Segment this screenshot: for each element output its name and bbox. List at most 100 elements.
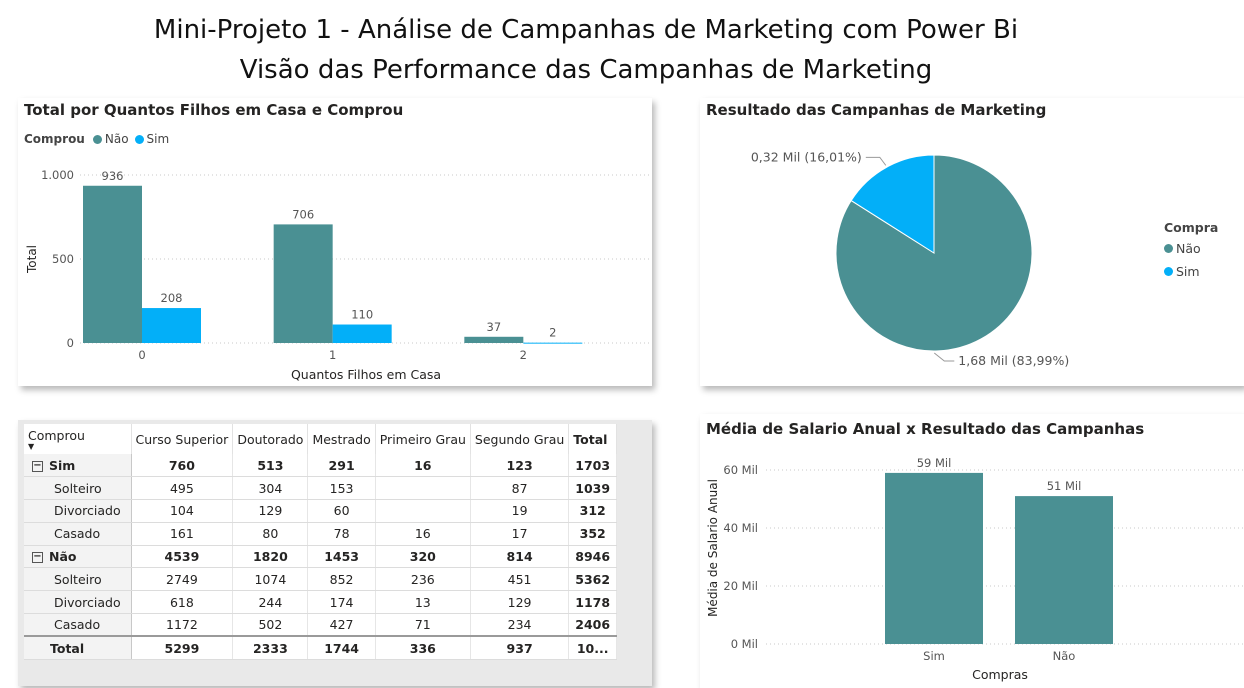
matrix-cell: 129 [470, 590, 570, 615]
education-matrix[interactable]: Comprou ▼ Curso Superior Doutorado Mestr… [24, 424, 618, 660]
children-bar-chart[interactable]: 0 500 1.000 Total Quantos Filhos em Casa 936 2… [18, 98, 652, 386]
data-label: 706 [292, 207, 314, 221]
children-chart-legend: Comprou Não Sim [24, 132, 169, 146]
collapse-icon[interactable]: − [32, 459, 43, 472]
matrix-cell: 291 [307, 454, 376, 478]
matrix-corner-header[interactable]: Comprou ▼ [24, 424, 132, 454]
data-label: 110 [351, 308, 373, 322]
matrix-row-label: Solteiro [54, 480, 102, 496]
matrix-cell: 1744 [307, 635, 376, 660]
matrix-cell: 495 [131, 476, 234, 501]
matrix-cell: 312 [568, 499, 618, 523]
matrix-cell: 2333 [232, 635, 309, 660]
matrix-row-label: Casado [54, 617, 101, 633]
pie-legend-dot-sim [1164, 267, 1173, 276]
bar-sim[interactable] [332, 324, 392, 343]
education-matrix-card[interactable]: Comprou ▼ Curso Superior Doutorado Mestr… [18, 420, 652, 686]
matrix-cell: 304 [232, 476, 309, 501]
matrix-header-row: Comprou ▼ Curso Superior Doutorado Mestr… [24, 424, 618, 454]
matrix-col-header[interactable]: Mestrado [307, 424, 376, 454]
matrix-cell: 814 [470, 545, 570, 569]
matrix-cell: 4539 [131, 545, 234, 569]
pie-slice-sim[interactable] [850, 154, 935, 254]
matrix-row-header: Divorciado [24, 590, 132, 615]
matrix-row: Divorciado 104 129 60 19 312 [24, 499, 618, 523]
sort-down-icon[interactable]: ▼ [28, 441, 35, 451]
legend-label-sim[interactable]: Sim [146, 132, 170, 146]
children-bar-chart-card[interactable]: Total por Quantos Filhos em Casa e Compr… [18, 98, 652, 386]
bar-nao[interactable] [273, 224, 333, 343]
matrix-row-label: Total [50, 640, 85, 656]
pie-legend-dot-nao [1164, 244, 1173, 253]
matrix-row-label: Divorciado [54, 594, 121, 610]
matrix-col-header-total[interactable]: Total [568, 424, 618, 454]
bar-sim[interactable] [523, 342, 583, 344]
legend-dot-nao [92, 134, 102, 144]
pie-legend: Compra Não Sim [1164, 220, 1218, 279]
pie-leader-line [865, 156, 887, 166]
x-axis-title: Compras [972, 667, 1028, 682]
matrix-cell: 618 [131, 590, 234, 615]
collapse-icon[interactable]: − [32, 551, 43, 564]
pie-legend-item-sim[interactable]: Sim [1164, 264, 1218, 279]
legend-dot-sim [134, 134, 144, 144]
matrix-cell: 10... [568, 635, 618, 660]
bar-nao[interactable] [464, 336, 524, 343]
matrix-row-label: Não [49, 549, 77, 565]
matrix-cell: 760 [131, 454, 234, 478]
matrix-row-header[interactable]: − Não [24, 545, 132, 569]
matrix-cell: 513 [232, 454, 309, 478]
matrix-cell: 336 [375, 635, 471, 660]
children-chart-title: Total por Quantos Filhos em Casa e Compr… [24, 101, 404, 119]
y-tick-label: 60 Mil [723, 463, 758, 477]
matrix-cell: 153 [307, 476, 376, 501]
data-label: 2 [549, 326, 556, 340]
bar-sim[interactable] [885, 472, 983, 644]
y-axis-title: Total [25, 245, 39, 274]
matrix-col-header[interactable]: Segundo Grau [470, 424, 570, 454]
matrix-cell: 60 [307, 499, 376, 523]
y-tick-label: 20 Mil [723, 579, 758, 593]
matrix-row-header[interactable]: − Sim [24, 454, 132, 478]
y-tick-label: 40 Mil [723, 521, 758, 535]
matrix-cell: 1039 [568, 476, 618, 501]
matrix-cell: 502 [232, 613, 309, 637]
matrix-cell: 71 [375, 613, 471, 637]
matrix-cell: 13 [375, 590, 471, 615]
matrix-cell: 78 [307, 522, 376, 546]
legend-title: Comprou [24, 132, 85, 146]
legend-label-nao[interactable]: Não [104, 132, 129, 146]
matrix-row-header: Solteiro [24, 476, 132, 501]
matrix-cell: 1820 [232, 545, 309, 569]
matrix-col-header[interactable]: Primeiro Grau [375, 424, 471, 454]
matrix-row: Solteiro 2749 1074 852 236 451 5362 [24, 567, 618, 592]
salary-bar-chart-card[interactable]: Média de Salario Anual x Resultado das C… [700, 414, 1244, 688]
matrix-group-row: − Não 4539 1820 1453 320 814 8946 [24, 545, 618, 569]
pie-legend-item-nao[interactable]: Não [1164, 241, 1218, 256]
campaign-pie-chart-card[interactable]: Resultado das Campanhas de Marketing 0,3… [700, 98, 1244, 386]
bar-nao[interactable] [1015, 496, 1113, 644]
matrix-cell: 104 [131, 499, 234, 523]
matrix-row-label: Divorciado [54, 503, 121, 519]
x-tick-label: Sim [923, 649, 945, 663]
matrix-cell: 352 [568, 522, 618, 546]
matrix-cell: 16 [375, 454, 471, 478]
data-label: 51 Mil [1047, 479, 1082, 493]
y-tick-label: 0 Mil [731, 637, 758, 651]
bar-sim[interactable] [142, 308, 201, 343]
matrix-cell: 19 [470, 499, 570, 523]
matrix-cell: 161 [131, 522, 234, 546]
pie-leader-line [933, 352, 955, 362]
matrix-col-header[interactable]: Curso Superior [131, 424, 234, 454]
campaign-pie-chart[interactable]: 0,32 Mil (16,01%) 1,68 Mil (83,99%) [700, 98, 1244, 386]
page-subtitle: Visão das Performance das Campanhas de M… [239, 55, 933, 85]
matrix-cell: 427 [307, 613, 376, 637]
matrix-row-label: Sim [49, 457, 76, 473]
matrix-corner-label: Comprou [28, 427, 85, 443]
matrix-cell: 852 [307, 567, 376, 592]
matrix-col-header[interactable]: Doutorado [232, 424, 309, 454]
matrix-total-row: Total 5299 2333 1744 336 937 10... [24, 635, 618, 660]
bar-nao[interactable] [83, 185, 142, 343]
pie-legend-label-sim: Sim [1176, 264, 1200, 279]
